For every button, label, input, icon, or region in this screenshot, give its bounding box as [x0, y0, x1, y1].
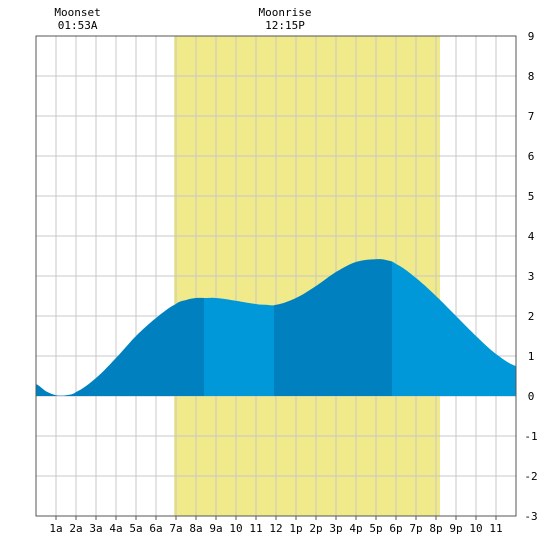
y-tick-labels: -3 -2 -1 0 1 2 3 4 5 6 7 8 9	[524, 30, 537, 523]
x-tick-label: 7a	[169, 522, 182, 535]
y-tick-label: 1	[528, 350, 535, 363]
x-tick-label: 11	[249, 522, 262, 535]
y-tick-label: -2	[524, 470, 537, 483]
x-tick-label: 4p	[349, 522, 362, 535]
y-tick-label: 6	[528, 150, 535, 163]
x-tick-label: 5a	[129, 522, 142, 535]
x-tick-label: 9a	[209, 522, 222, 535]
tide-area-segment	[392, 261, 516, 396]
y-tick-label: 2	[528, 310, 535, 323]
moon-event-time: 12:15P	[265, 19, 305, 32]
tide-area-segment	[36, 297, 204, 396]
x-tick-label: 10	[469, 522, 482, 535]
x-tick-label: 1a	[49, 522, 62, 535]
x-tick-label: 3a	[89, 522, 102, 535]
grid-layer	[36, 35, 516, 517]
x-tick-label: 10	[229, 522, 242, 535]
y-tick-label: 5	[528, 190, 535, 203]
y-tick-label: 4	[528, 230, 535, 243]
x-tick-label: 6p	[389, 522, 402, 535]
y-tick-label: 9	[528, 30, 535, 43]
y-tick-label: 3	[528, 270, 535, 283]
moon-event-time: 01:53A	[58, 19, 98, 32]
x-tick-label: 3p	[329, 522, 342, 535]
x-tick-label: 5p	[369, 522, 382, 535]
x-tick-label: 7p	[409, 522, 422, 535]
y-tick-label: -3	[524, 510, 537, 523]
plot-frame-layer	[35, 35, 517, 520]
x-tick-label: 4a	[109, 522, 122, 535]
y-tick-label: 7	[528, 110, 535, 123]
y-tick-label: -1	[524, 430, 537, 443]
tide-area-segment	[204, 297, 274, 396]
y-tick-label: 8	[528, 70, 535, 83]
tide-area-layer	[36, 259, 516, 396]
x-tick-label: 1p	[289, 522, 302, 535]
x-tick-label: 2p	[309, 522, 322, 535]
x-tick-label: 8p	[429, 522, 442, 535]
x-tick-label: 8a	[189, 522, 202, 535]
x-tick-label: 6a	[149, 522, 162, 535]
x-tick-label: 2a	[69, 522, 82, 535]
moon-event-label: Moonset	[54, 6, 100, 19]
x-tick-label: 9p	[449, 522, 462, 535]
tide-area-segment	[274, 259, 392, 396]
y-tick-label: 0	[528, 390, 535, 403]
x-tick-labels: 1a 2a 3a 4a 5a 6a 7a 8a 9a 10 11 12 1p 2p 3p 4p 5p 6p 7p 8p…	[49, 522, 502, 535]
x-tick-label: 11	[489, 522, 502, 535]
x-tick-label: 12	[269, 522, 282, 535]
moon-event-label: Moonrise	[259, 6, 312, 19]
